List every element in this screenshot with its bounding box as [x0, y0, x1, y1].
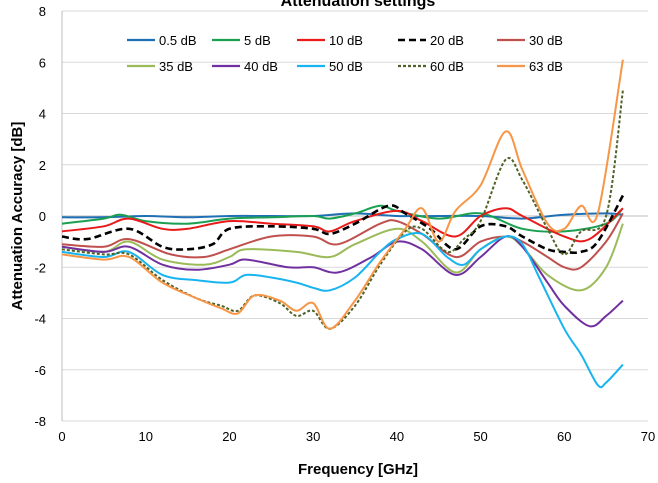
chart-title: Attenuation settings — [281, 0, 436, 10]
y-tick-label: -4 — [34, 312, 46, 327]
y-tick-label: -6 — [34, 363, 46, 378]
series-line-9 — [61, 90, 624, 330]
legend: 0.5 dB 5 dB 10 dB 20 dB 30 dB 35 dB 40 dB 50 dB… — [127, 33, 563, 74]
legend-label-10: 63 dB — [529, 59, 563, 74]
series-line-5 — [61, 212, 624, 271]
legend-label-9: 60 dB — [430, 59, 464, 74]
legend-label-4: 20 dB — [430, 33, 464, 48]
legend-label-3: 10 dB — [329, 33, 363, 48]
series-line-3 — [61, 207, 624, 243]
series-line-8 — [61, 232, 624, 389]
y-tick-label: -2 — [34, 260, 46, 275]
x-tick-labels: 0 10 20 30 40 50 60 70 — [58, 429, 655, 444]
legend-label-6: 35 dB — [159, 59, 193, 74]
x-tick-label: 0 — [58, 429, 65, 444]
y-tick-label: 6 — [39, 55, 46, 70]
legend-label-1: 0.5 dB — [159, 33, 197, 48]
x-tick-label: 10 — [138, 429, 152, 444]
y-tick-labels: -8 -6 -4 -2 0 2 4 6 8 — [34, 4, 46, 429]
x-tick-label: 30 — [306, 429, 320, 444]
y-axis-title: Attenuation Accuracy [dB] — [9, 122, 26, 311]
y-tick-label: 4 — [39, 107, 46, 122]
x-tick-label: 20 — [222, 429, 236, 444]
y-tick-label: 0 — [39, 209, 46, 224]
legend-label-5: 30 dB — [529, 33, 563, 48]
series-line-4 — [61, 194, 625, 255]
series-line-2 — [61, 204, 624, 233]
x-tick-label: 70 — [641, 429, 655, 444]
series-lines — [61, 59, 625, 389]
legend-label-8: 50 dB — [329, 59, 363, 74]
x-tick-label: 40 — [390, 429, 404, 444]
y-tick-label: 2 — [39, 158, 46, 173]
x-axis-title: Frequency [GHz] — [298, 461, 418, 478]
y-tick-label: 8 — [39, 4, 46, 19]
legend-label-7: 40 dB — [244, 59, 278, 74]
series-line-6 — [61, 223, 624, 292]
x-tick-label: 60 — [557, 429, 571, 444]
legend-label-2: 5 dB — [244, 33, 271, 48]
y-tick-label: -8 — [34, 414, 46, 429]
series-line-10 — [61, 59, 624, 330]
x-tick-label: 50 — [473, 429, 487, 444]
